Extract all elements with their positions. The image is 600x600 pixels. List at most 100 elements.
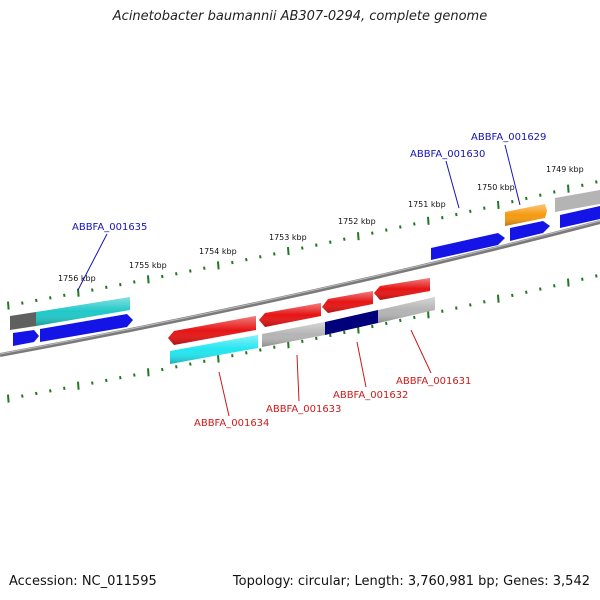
scale-tick [413, 315, 416, 320]
scale-tick [133, 373, 136, 377]
scale-tick [343, 237, 346, 241]
scale-tick [441, 215, 444, 220]
scale-tick [35, 391, 38, 396]
scale-tick [427, 310, 430, 319]
scale-tick [7, 301, 10, 310]
scale-tick [301, 246, 304, 250]
reverse-genes [168, 278, 435, 364]
scale-tick [539, 287, 542, 291]
tick-label-1752: 1752 kbp [338, 217, 376, 226]
scale-tick [595, 180, 598, 184]
scale-tick [245, 351, 248, 355]
scale-tick [105, 378, 108, 383]
scale-tick [567, 184, 570, 193]
scale-tick [329, 240, 332, 244]
scale-tick [315, 336, 318, 341]
scale-tick [119, 376, 122, 380]
tick-label-1749: 1749 kbp [546, 165, 584, 174]
accession-text: Accession: NC_011595 [9, 574, 157, 589]
gene-feature[interactable] [40, 314, 133, 342]
scale-tick [539, 193, 542, 197]
scale-tick [525, 196, 528, 201]
tick-label-1756: 1756 kbp [58, 274, 96, 283]
scale-tick [273, 252, 276, 256]
scale-tick [161, 367, 164, 372]
scale-tick [343, 330, 346, 335]
scale-tick [469, 209, 472, 214]
scale-tick [147, 275, 150, 284]
scale-tick [49, 389, 52, 393]
gene-label-ABBFA_001634[interactable]: ABBFA_001634 [194, 418, 269, 429]
scale-tick [217, 261, 220, 270]
tick-label-1750: 1750 kbp [477, 183, 515, 192]
scale-tick [287, 246, 290, 256]
scale-tick [35, 298, 38, 303]
scale-tick [581, 183, 584, 187]
scale-tick [175, 365, 178, 369]
scale-tick [553, 190, 556, 194]
tick-label-1751: 1751 kbp [408, 200, 446, 209]
gene-feature[interactable] [510, 221, 550, 241]
map-title: Acinetobacter baumannii AB307-0294, comp… [112, 9, 488, 24]
scale-tick [357, 232, 360, 241]
scale-tick [511, 200, 514, 204]
scale-tick [203, 359, 206, 364]
scale-tick [259, 255, 262, 259]
scale-tick [273, 345, 276, 349]
forward-blue-genes [13, 206, 600, 346]
scale-tick [91, 288, 94, 292]
scale-tick [567, 278, 570, 287]
gene-label-ABBFA_001629[interactable]: ABBFA_001629 [471, 132, 546, 143]
gene-feature[interactable] [10, 312, 36, 330]
label-leader-lines [77, 144, 521, 417]
tick-label-1755: 1755 kbp [129, 261, 167, 270]
tick-label-1753: 1753 kbp [269, 233, 307, 242]
gene-feature[interactable] [431, 233, 505, 260]
scale-tick [385, 321, 388, 326]
scale-tick [189, 269, 192, 273]
scale-tick [483, 300, 486, 304]
gene-feature[interactable] [13, 330, 39, 346]
scale-tick [441, 309, 444, 313]
scale-tick [315, 243, 318, 247]
scale-tick [595, 274, 598, 278]
gene-feature[interactable] [555, 190, 600, 212]
scale-tick [371, 231, 374, 235]
scale-tick [49, 296, 52, 300]
scale-tick [231, 260, 234, 265]
scale-tick [525, 290, 528, 294]
scale-tick [259, 348, 262, 352]
scale-tick [581, 277, 584, 281]
scale-tick [511, 293, 514, 298]
genome-backbone [0, 220, 600, 357]
inner-tick-row [7, 274, 598, 403]
gene-label-ABBFA_001631[interactable]: ABBFA_001631 [396, 376, 471, 387]
gene-label-ABBFA_001633[interactable]: ABBFA_001633 [266, 404, 341, 415]
scale-tick [497, 200, 500, 210]
scale-tick [231, 354, 234, 358]
tick-label-1754: 1754 kbp [199, 247, 237, 256]
gene-label-ABBFA_001630[interactable]: ABBFA_001630 [410, 149, 485, 160]
scale-tick [455, 306, 458, 310]
scale-tick [147, 368, 150, 377]
scale-tick [385, 228, 388, 232]
scale-tick [413, 222, 416, 226]
scale-tick [105, 285, 108, 290]
outer-tick-row [7, 180, 598, 310]
scale-tick [77, 381, 80, 390]
scale-tick [553, 284, 556, 288]
scale-tick [399, 225, 402, 229]
scale-tick [21, 301, 24, 305]
scale-tick [189, 362, 192, 366]
scale-tick [469, 303, 472, 307]
gene-label-ABBFA_001635[interactable]: ABBFA_001635 [72, 222, 147, 233]
scale-tick [7, 394, 10, 403]
gene-label-ABBFA_001632[interactable]: ABBFA_001632 [333, 390, 408, 401]
scale-tick [91, 381, 94, 385]
scale-tick [119, 282, 122, 287]
gene-feature[interactable] [325, 310, 378, 335]
scale-tick [133, 280, 136, 284]
gene-feature[interactable] [560, 206, 600, 228]
scale-tick [21, 394, 24, 398]
